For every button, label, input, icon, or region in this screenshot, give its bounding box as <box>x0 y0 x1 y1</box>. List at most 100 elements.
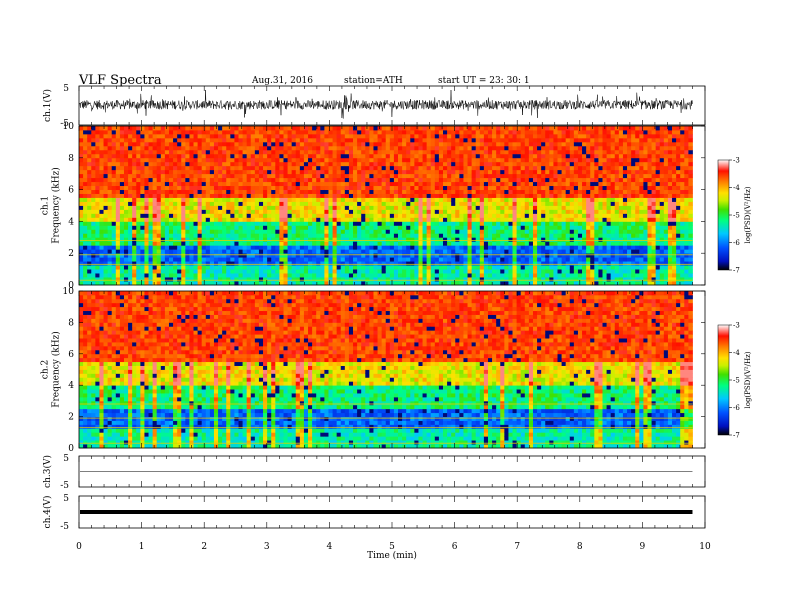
spectrogram-cell <box>398 213 403 218</box>
spectrogram-cell <box>492 177 497 183</box>
spectrogram-cell <box>496 185 501 191</box>
spectrogram-cell <box>528 189 534 194</box>
spectrogram-cell <box>258 161 264 167</box>
spectrogram-cell <box>99 173 104 179</box>
spectrogram-cell <box>258 141 264 147</box>
spectrogram-cell <box>496 129 501 135</box>
spectrogram-cell <box>500 161 505 167</box>
spectrogram-cell <box>348 257 354 262</box>
spectrogram-cell <box>377 213 383 218</box>
spectrogram-cell <box>410 225 415 230</box>
spectrogram-cell <box>377 217 383 222</box>
spectrogram-cell <box>226 197 231 202</box>
spectrogram-cell <box>238 233 243 238</box>
spectrogram-cell <box>226 281 231 286</box>
spectrogram-cell <box>213 241 219 246</box>
spectrogram-cell <box>516 237 522 242</box>
spectrogram-cell <box>353 233 358 238</box>
spectrogram-cell <box>308 213 313 218</box>
spectrogram-cell <box>308 249 313 254</box>
spectrogram-cell <box>303 225 309 230</box>
spectrogram-cell <box>414 197 419 202</box>
spectrogram-cell <box>246 217 252 222</box>
spectrogram-cell <box>381 126 387 131</box>
spectrogram-cell <box>557 153 562 159</box>
spectrogram-cell <box>160 161 166 167</box>
spectrogram-cell <box>365 181 370 187</box>
spectrogram-cell <box>426 197 432 202</box>
spectrogram-cell <box>263 193 268 198</box>
spectrogram-cell <box>459 257 464 262</box>
spectrogram-cell <box>258 245 264 250</box>
spectrogram-cell <box>414 265 419 270</box>
spectrogram-cell <box>496 217 501 222</box>
spectrogram-cell <box>209 265 215 270</box>
spectrogram-cell <box>189 217 194 222</box>
spectrogram-cell <box>160 177 166 183</box>
spectrogram-cell <box>451 281 456 286</box>
spectrogram-cell <box>532 241 538 246</box>
spectrogram-cell <box>443 141 448 147</box>
spectrogram-cell <box>128 253 133 258</box>
spectrogram-cell <box>447 197 452 202</box>
spectrogram-cell <box>467 165 473 171</box>
spectrogram-cell <box>250 165 256 171</box>
spectrogram-cell <box>320 265 325 270</box>
spectrogram-cell <box>246 141 252 147</box>
spectrogram-cell <box>160 265 166 270</box>
spectrogram-cell <box>222 249 227 254</box>
spectrogram-cell <box>156 145 162 151</box>
spectrogram-cell <box>553 157 558 163</box>
spectrogram-cell <box>148 153 154 159</box>
spectrogram-cell <box>267 177 272 183</box>
spectrogram-cell <box>479 141 485 147</box>
spectrogram-cell <box>369 145 374 151</box>
spectrogram-cell <box>140 281 145 286</box>
spectrogram-cell <box>99 169 104 175</box>
spectrogram-cell <box>443 269 448 274</box>
spectrogram-cell <box>83 213 88 218</box>
spectrogram-cell <box>271 181 276 187</box>
spectrogram-cell <box>422 137 428 143</box>
spectrogram-cell <box>91 269 96 274</box>
spectrogram-cell <box>177 129 182 135</box>
spectrogram-cell <box>209 157 215 163</box>
spectrogram-cell <box>144 237 149 242</box>
spectrogram-cell <box>402 181 407 187</box>
spectrogram-cell <box>557 165 562 171</box>
spectrogram-cell <box>316 241 321 246</box>
spectrogram-cell <box>234 189 239 194</box>
spectrogram-cell <box>508 193 513 198</box>
spectrogram-cell <box>258 273 264 278</box>
spectrogram-cell <box>381 209 387 214</box>
spectrogram-cell <box>553 126 558 131</box>
spectrogram-cell <box>565 193 571 198</box>
spectrogram-cell <box>467 126 473 131</box>
spectrogram-cell <box>467 249 473 254</box>
spectrogram-cell <box>95 217 100 222</box>
spectrogram-cell <box>328 181 333 187</box>
spectrogram-cell <box>295 197 301 202</box>
spectrogram-cell <box>361 241 366 246</box>
spectrogram-cell <box>246 137 252 143</box>
spectrogram-cell <box>455 217 460 222</box>
spectrogram-cell <box>373 145 378 151</box>
spectrogram-cell <box>438 133 444 139</box>
spectrogram-cell <box>451 249 456 254</box>
spectrogram-cell <box>402 137 407 143</box>
spectrogram-cell <box>279 129 284 135</box>
spectrogram-cell <box>549 177 554 183</box>
spectrogram-cell <box>160 165 166 171</box>
spectrogram-cell <box>459 157 464 163</box>
spectrogram-cell <box>459 161 464 167</box>
spectrogram-cell <box>201 209 207 214</box>
spectrogram-cell <box>353 257 358 262</box>
spectrogram-cell <box>295 261 301 266</box>
spectrogram-cell <box>197 273 203 278</box>
spectrogram-cell <box>152 137 158 143</box>
spectrogram-cell <box>414 129 419 135</box>
spectrogram-cell <box>389 181 395 187</box>
spectrogram-cell <box>230 165 235 171</box>
spectrogram-cell <box>524 257 530 262</box>
spectrogram-cell <box>263 137 268 143</box>
